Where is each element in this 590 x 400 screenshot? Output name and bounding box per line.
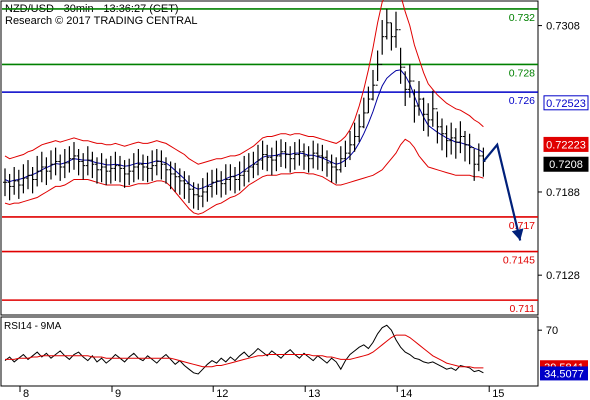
rsi-axis: 7039.584134.5077	[538, 325, 588, 381]
price-badges: 0.72523 0.72223 0.7208	[543, 95, 589, 172]
rsi-tick-label: 70	[546, 325, 558, 337]
time-tick-label: 9	[115, 388, 121, 400]
forecast-arrowhead	[511, 228, 524, 241]
rsi-badge-label: 34.5077	[544, 368, 584, 380]
rsi-series-rsi14	[4, 324, 484, 375]
time-tick-label: 15	[492, 388, 504, 400]
price-tick-label: 0.7308	[546, 21, 580, 33]
forecast-path	[482, 142, 522, 241]
price-bars	[3, 8, 486, 210]
time-tick-label: 14	[400, 388, 412, 400]
price-axis: 0.7308 0.7188 0.7128	[538, 21, 580, 282]
rsi-badge	[540, 366, 588, 381]
level-label-resistance_1: 0.728	[509, 67, 535, 79]
time-tick-label: 12	[216, 388, 228, 400]
price-badge	[543, 156, 589, 172]
level-label-resistance_2: 0.732	[509, 12, 535, 24]
level-label-pivot: 0.726	[509, 95, 535, 107]
time-tick-label: 8	[23, 388, 29, 400]
time-tick-label: 13	[308, 388, 320, 400]
bollinger-upper-line	[4, 0, 484, 165]
forecast-arrow	[482, 142, 524, 241]
level-label-support_3: 0.711	[510, 303, 536, 315]
chart-header-credit: Research © 2017 TRADING CENTRAL	[5, 15, 198, 27]
price-badge-label: 0.72523	[546, 98, 586, 110]
level-label-support_2: 0.7145	[503, 255, 535, 267]
rsi-panel-frame	[0, 316, 539, 387]
price-badge	[543, 136, 589, 152]
price-panel-frame	[0, 0, 539, 316]
price-badge-label: 0.7208	[549, 159, 583, 171]
rsi-lines	[4, 324, 484, 375]
price-tick-label: 0.7188	[546, 187, 580, 199]
time-axis: 8 9 12 13 14 15	[19, 386, 504, 400]
price-badge	[543, 95, 589, 111]
rsi-series-9ma	[5, 334, 484, 369]
rsi-panel-title: RSI14 - 9MA	[4, 321, 62, 332]
price-tick-label: 0.7128	[546, 270, 580, 282]
bollinger-lower-line	[4, 138, 484, 215]
price-badge-label: 0.72223	[546, 139, 586, 151]
